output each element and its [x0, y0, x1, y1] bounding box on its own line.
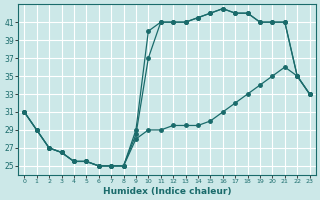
X-axis label: Humidex (Indice chaleur): Humidex (Indice chaleur): [103, 187, 231, 196]
